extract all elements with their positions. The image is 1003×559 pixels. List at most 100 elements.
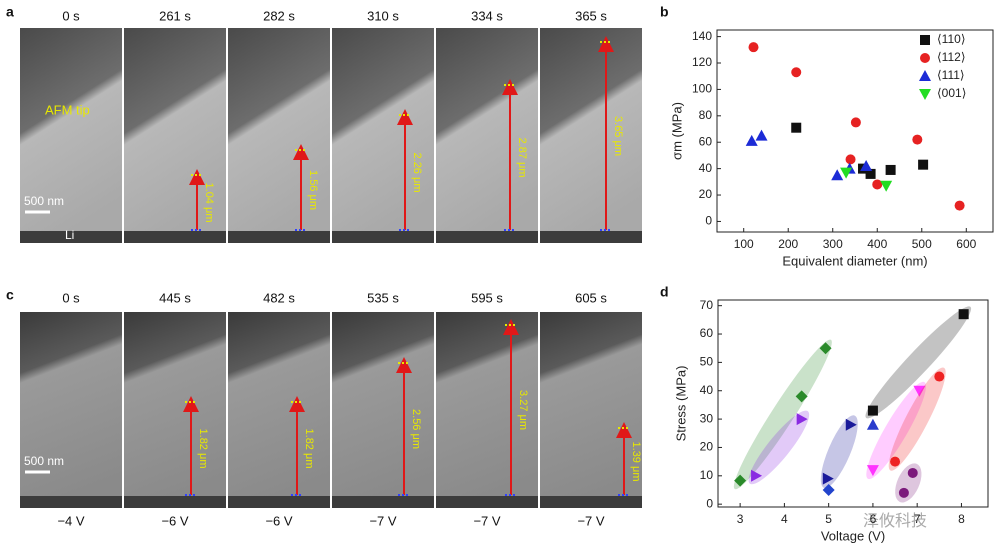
legend-swatch xyxy=(919,70,931,81)
y-axis-label: Stress (MPa) xyxy=(673,366,688,442)
point xyxy=(831,169,844,181)
voltage-label: −4 V xyxy=(57,513,84,528)
plot-frame xyxy=(717,299,989,508)
point xyxy=(918,159,929,170)
x-tick-label: 8 xyxy=(958,512,965,526)
point xyxy=(880,180,893,192)
length-label: 3.27 μm xyxy=(517,390,529,430)
length-label: 1.82 μm xyxy=(303,429,315,469)
point xyxy=(867,405,878,416)
micrograph xyxy=(540,312,642,508)
legend-swatch xyxy=(919,89,931,100)
point xyxy=(845,154,856,165)
voltage-label: −7 V xyxy=(369,513,396,528)
substrate xyxy=(436,496,538,508)
micrograph xyxy=(332,28,434,243)
y-axis-label: σm (MPa) xyxy=(669,102,684,160)
y-tick-label: 0 xyxy=(706,496,713,510)
time-label: 482 s xyxy=(263,290,295,305)
substrate xyxy=(20,231,122,243)
legend-label: ⟨110⟩ xyxy=(937,32,966,46)
point xyxy=(872,179,883,190)
point xyxy=(796,413,808,426)
substrate xyxy=(124,496,226,508)
y-tick-label: 60 xyxy=(700,326,714,340)
x-axis-label: Equivalent diameter (nm) xyxy=(782,253,927,268)
plot-frame xyxy=(716,29,994,233)
point xyxy=(898,487,909,498)
y-tick-label: 40 xyxy=(699,161,713,175)
micrograph xyxy=(124,312,226,508)
y-tick-label: 140 xyxy=(692,29,712,43)
point xyxy=(795,390,808,403)
length-label: 1.56 μm xyxy=(307,170,319,210)
point xyxy=(860,159,873,171)
time-label: 261 s xyxy=(159,8,191,23)
x-tick-label: 5 xyxy=(825,512,832,526)
tip-label: AFM tip xyxy=(45,102,90,117)
point xyxy=(822,483,835,496)
point xyxy=(751,469,763,482)
length-label: 1.04 μm xyxy=(203,183,215,223)
point xyxy=(850,117,861,128)
legend-label: ⟨001⟩ xyxy=(937,86,966,100)
y-tick-label: 60 xyxy=(699,134,713,148)
x-tick-label: 500 xyxy=(912,237,932,251)
y-tick-label: 120 xyxy=(692,55,712,69)
group-ellipse xyxy=(888,367,946,471)
micrograph xyxy=(228,312,330,508)
legend-label: ⟨111⟩ xyxy=(937,68,965,82)
watermark: 泽攸科技 xyxy=(863,512,927,530)
point xyxy=(912,134,923,145)
y-tick-label: 20 xyxy=(700,440,714,454)
micrograph xyxy=(332,312,434,508)
length-label: 2.26 μm xyxy=(411,153,423,193)
time-label: 535 s xyxy=(367,290,399,305)
substrate-label: Li xyxy=(65,228,74,242)
point xyxy=(819,342,832,355)
point xyxy=(791,67,802,78)
time-label: 445 s xyxy=(159,290,191,305)
point xyxy=(913,385,926,397)
substrate xyxy=(332,496,434,508)
y-tick-label: 80 xyxy=(699,108,713,122)
time-label: 605 s xyxy=(575,290,607,305)
x-tick-label: 6 xyxy=(870,512,877,526)
x-tick-label: 100 xyxy=(734,237,754,251)
x-tick-label: 4 xyxy=(781,512,788,526)
point xyxy=(958,309,969,320)
substrate xyxy=(20,496,122,508)
length-label: 1.39 μm xyxy=(630,442,642,482)
x-tick-label: 3 xyxy=(737,512,744,526)
scale-bar-label: 500 nm xyxy=(24,454,64,468)
substrate xyxy=(228,231,330,243)
time-label: 365 s xyxy=(575,8,607,23)
x-tick-label: 7 xyxy=(914,512,921,526)
x-axis-label: Voltage (V) xyxy=(821,528,885,543)
y-tick-label: 20 xyxy=(699,187,713,201)
micrograph xyxy=(124,28,226,243)
time-label: 0 s xyxy=(62,290,80,305)
time-label: 0 s xyxy=(62,8,80,23)
voltage-label: −7 V xyxy=(473,513,500,528)
point xyxy=(890,456,901,467)
x-tick-label: 300 xyxy=(823,237,843,251)
point xyxy=(822,472,834,485)
micrograph xyxy=(20,28,122,243)
length-label: 1.82 μm xyxy=(197,429,209,469)
y-tick-label: 40 xyxy=(700,383,714,397)
point xyxy=(745,134,758,146)
time-label: 595 s xyxy=(471,290,503,305)
point xyxy=(865,168,876,179)
substrate xyxy=(540,496,642,508)
point xyxy=(866,418,879,430)
group-ellipse xyxy=(866,381,926,480)
y-tick-label: 100 xyxy=(692,82,712,96)
length-label: 2.56 μm xyxy=(410,409,422,449)
substrate xyxy=(124,231,226,243)
group-ellipse xyxy=(733,339,832,490)
x-tick-label: 600 xyxy=(956,237,976,251)
group-ellipse xyxy=(820,415,858,489)
time-label: 334 s xyxy=(471,8,503,23)
